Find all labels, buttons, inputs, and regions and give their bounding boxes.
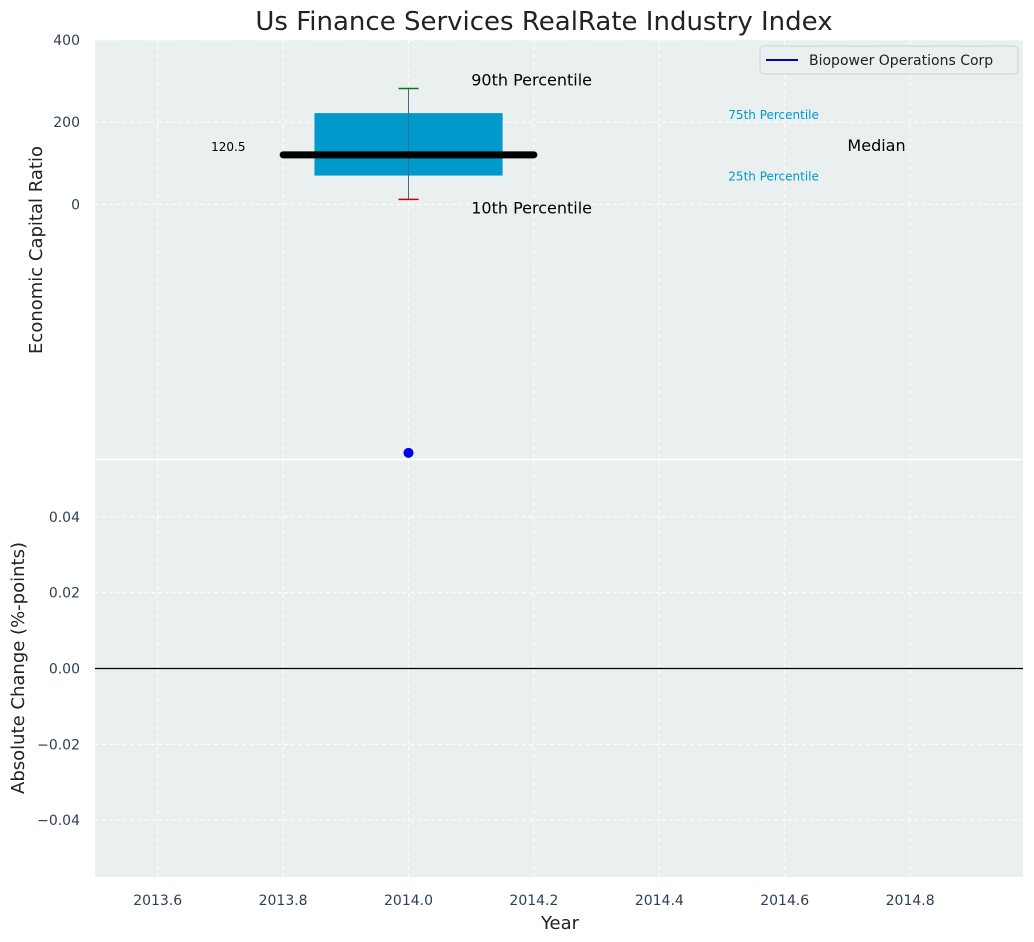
median-value-label: 120.5 — [211, 140, 245, 154]
x-tick-label: 2014.2 — [509, 893, 558, 909]
legend: Biopower Operations Corp — [759, 45, 1019, 75]
top-y-tick-label: 0 — [71, 197, 80, 213]
top-y-axis-label: Economic Capital Ratio — [26, 146, 47, 354]
legend-box — [759, 45, 1019, 75]
bottom-y-tick-label: −0.02 — [37, 737, 80, 753]
x-axis-label: Year — [540, 913, 580, 934]
bottom-chart-panel: −0.04 −0.02 0.00 0.02 0.04 2013.6 2013.8 2014.0… — [37, 458, 1023, 909]
x-tick-label: 2013.8 — [259, 893, 308, 909]
p90-annotation: 90th Percentile — [471, 70, 592, 89]
x-tick-label: 2014.0 — [384, 893, 433, 909]
p10-annotation: 10th Percentile — [471, 198, 592, 217]
top-y-tick-label: 400 — [53, 33, 80, 49]
bottom-y-axis-label: Absolute Change (%-points) — [8, 542, 29, 794]
top-chart-panel: 0 200 400 120.5 90th Percentile 10th Percenti… — [53, 33, 1023, 459]
chart-title: Us Finance Services RealRate Industry In… — [255, 7, 832, 37]
p75-annotation: 75th Percentile — [728, 108, 819, 122]
median-annotation: Median — [847, 136, 905, 155]
company-data-point — [403, 447, 414, 458]
p25-annotation: 25th Percentile — [728, 170, 819, 184]
top-plot-area — [95, 40, 1023, 459]
x-tick-label: 2014.4 — [635, 893, 684, 909]
x-tick-label: 2014.8 — [886, 893, 935, 909]
bottom-y-tick-label: 0.00 — [49, 662, 80, 678]
top-y-tick-label: 200 — [53, 115, 80, 131]
bottom-y-tick-label: −0.04 — [37, 813, 80, 829]
x-tick-label: 2014.6 — [760, 893, 809, 909]
legend-label: Biopower Operations Corp — [809, 53, 993, 69]
x-tick-label: 2013.6 — [133, 893, 182, 909]
bottom-y-tick-label: 0.02 — [49, 586, 80, 602]
bottom-y-tick-label: 0.04 — [49, 510, 80, 526]
